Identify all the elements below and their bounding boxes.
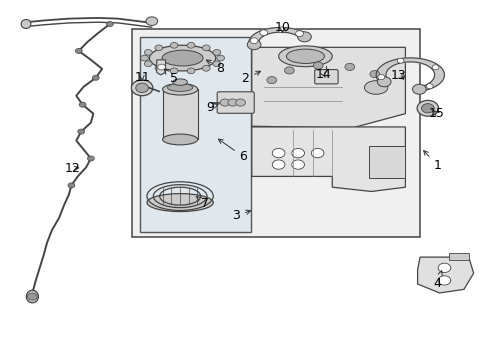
Circle shape <box>68 183 75 188</box>
Text: 9: 9 <box>206 101 218 114</box>
Circle shape <box>278 27 285 33</box>
Circle shape <box>250 38 258 44</box>
Text: 14: 14 <box>315 68 331 81</box>
Text: 12: 12 <box>65 162 81 175</box>
FancyBboxPatch shape <box>314 69 337 84</box>
Polygon shape <box>251 47 405 128</box>
Circle shape <box>412 84 425 94</box>
Circle shape <box>92 75 99 80</box>
Bar <box>162 89 197 139</box>
Bar <box>448 253 468 260</box>
Circle shape <box>247 40 261 50</box>
Ellipse shape <box>162 134 197 145</box>
Circle shape <box>311 148 324 158</box>
Ellipse shape <box>162 84 197 95</box>
Circle shape <box>235 99 245 106</box>
Text: 11: 11 <box>134 71 150 84</box>
Ellipse shape <box>141 55 148 61</box>
Bar <box>140 37 250 232</box>
Ellipse shape <box>155 45 163 51</box>
Ellipse shape <box>149 45 215 71</box>
Circle shape <box>396 58 403 63</box>
Ellipse shape <box>170 68 178 74</box>
Circle shape <box>291 160 304 169</box>
Circle shape <box>266 77 276 84</box>
Text: 1: 1 <box>423 150 441 172</box>
Circle shape <box>227 99 237 106</box>
Text: 13: 13 <box>390 69 406 82</box>
Ellipse shape <box>187 68 195 74</box>
Ellipse shape <box>202 45 210 51</box>
Circle shape <box>272 160 285 169</box>
Polygon shape <box>417 257 473 293</box>
Circle shape <box>146 17 158 26</box>
Circle shape <box>431 65 438 70</box>
Circle shape <box>426 84 432 89</box>
Circle shape <box>131 80 153 96</box>
Ellipse shape <box>162 50 203 66</box>
Circle shape <box>369 71 379 78</box>
Ellipse shape <box>172 79 187 85</box>
Ellipse shape <box>278 46 331 67</box>
Circle shape <box>437 263 450 273</box>
Circle shape <box>284 67 294 74</box>
Text: 8: 8 <box>206 60 224 75</box>
Circle shape <box>297 32 311 42</box>
Bar <box>132 30 419 237</box>
Circle shape <box>377 75 384 80</box>
Polygon shape <box>248 27 308 45</box>
Circle shape <box>75 48 82 53</box>
Ellipse shape <box>144 61 152 67</box>
Ellipse shape <box>144 50 152 55</box>
Ellipse shape <box>155 66 163 71</box>
Circle shape <box>106 22 113 27</box>
Ellipse shape <box>216 55 224 61</box>
Polygon shape <box>375 58 444 91</box>
Bar <box>368 146 405 178</box>
Ellipse shape <box>147 194 213 212</box>
Circle shape <box>344 63 354 71</box>
Circle shape <box>272 148 285 158</box>
Ellipse shape <box>170 42 178 48</box>
Polygon shape <box>251 127 405 192</box>
Ellipse shape <box>167 84 192 91</box>
Circle shape <box>136 83 148 93</box>
Ellipse shape <box>212 61 220 67</box>
Ellipse shape <box>364 81 387 94</box>
Text: 4: 4 <box>432 271 442 291</box>
Ellipse shape <box>26 290 39 303</box>
Circle shape <box>416 100 438 116</box>
Circle shape <box>79 102 86 107</box>
Circle shape <box>27 293 37 300</box>
Circle shape <box>313 62 323 69</box>
Text: 5: 5 <box>164 69 178 85</box>
Text: 7: 7 <box>196 197 209 210</box>
Text: 15: 15 <box>428 107 444 120</box>
Text: 2: 2 <box>241 71 260 85</box>
Circle shape <box>78 129 84 134</box>
Polygon shape <box>157 60 165 75</box>
Ellipse shape <box>187 42 195 48</box>
Circle shape <box>259 30 267 36</box>
Circle shape <box>295 31 303 36</box>
Ellipse shape <box>286 49 324 63</box>
Circle shape <box>87 156 94 161</box>
Circle shape <box>437 276 450 285</box>
Ellipse shape <box>202 66 210 71</box>
Circle shape <box>291 148 304 158</box>
Circle shape <box>158 64 165 70</box>
Text: 10: 10 <box>274 21 290 34</box>
Ellipse shape <box>212 50 220 55</box>
Text: 3: 3 <box>232 210 250 222</box>
Circle shape <box>377 77 390 87</box>
Circle shape <box>421 104 433 113</box>
FancyBboxPatch shape <box>217 92 254 113</box>
Ellipse shape <box>21 19 31 28</box>
Text: 6: 6 <box>218 139 247 163</box>
Circle shape <box>220 99 229 106</box>
